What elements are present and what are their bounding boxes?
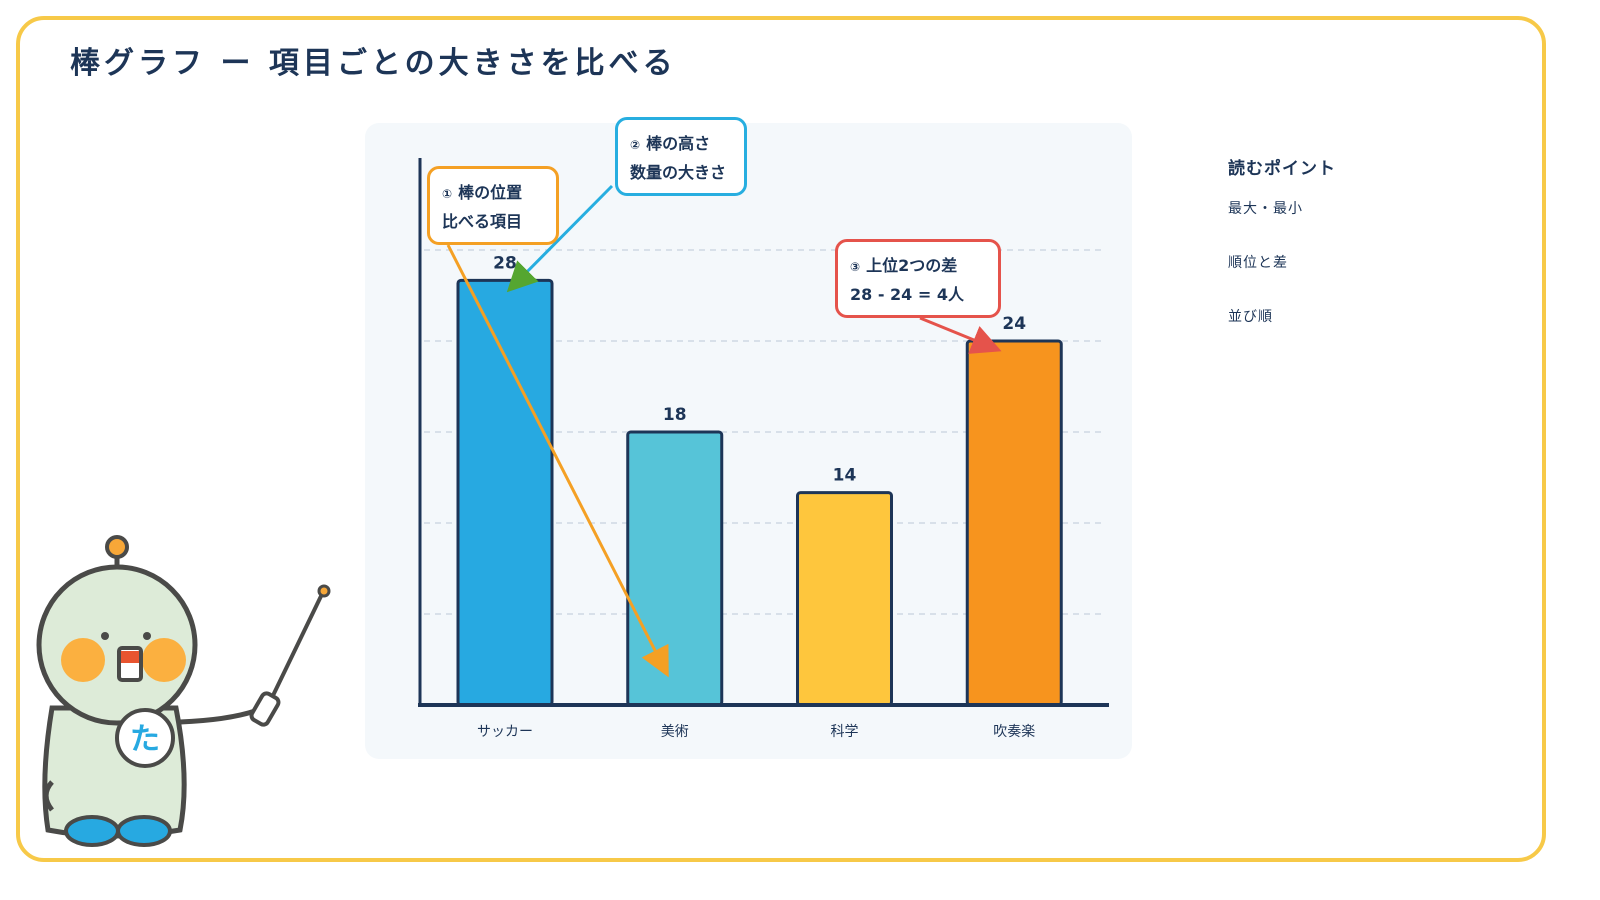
mascot-foot-right (116, 815, 172, 847)
mascot-antenna-tip (105, 535, 129, 559)
chart-value-label: 24 (1002, 314, 1026, 334)
pointer-tip (317, 584, 331, 598)
callout-2-text: 数量の大きさ (630, 163, 727, 182)
mascot-eye-left (101, 632, 109, 640)
callout-3-text: 28 - 24 = 4人 (850, 285, 964, 304)
chart-x-tick-label: 科学 (831, 724, 859, 740)
callout-2-title: 棒の高さ (646, 134, 711, 153)
reading-points: 読むポイント 最大・最小 順位と差 並び順 (1228, 154, 1336, 361)
callout-3-title: 上位2つの差 (866, 256, 958, 275)
callout-2-number: ② (630, 138, 641, 152)
callout-1-title: 棒の位置 (458, 183, 523, 202)
reading-point-item: 並び順 (1228, 309, 1273, 325)
mascot-arm-left (43, 780, 55, 812)
reading-point-item: 最大・最小 (1228, 201, 1303, 217)
chart-x-tick-label: サッカー (477, 724, 533, 740)
page-title: 棒グラフ ー 項目ごとの大きさを比べる (70, 46, 677, 81)
callout-1-text: 比べる項目 (442, 212, 523, 231)
mascot-badge-label: た (130, 722, 160, 757)
chart-value-label: 14 (833, 466, 857, 486)
robot-mascot: た (36, 535, 331, 847)
pointer-stick (264, 591, 325, 711)
mascot-cheek-left (61, 638, 105, 682)
chart-value-label: 28 (493, 253, 517, 273)
chart-x-tick-label: 美術 (661, 724, 689, 740)
callout-top-difference: ③ 上位2つの差 28 - 24 = 4人 (835, 239, 1001, 318)
chart-bar (965, 339, 1063, 707)
callout-bar-height: ② 棒の高さ 数量の大きさ (615, 117, 747, 196)
callout-1-number: ① (442, 187, 453, 201)
callout-3-number: ③ (850, 260, 861, 274)
chart-bar (626, 430, 724, 707)
mascot-hand (249, 691, 281, 727)
chart-bar (456, 278, 554, 707)
reading-point-item: 順位と差 (1228, 255, 1288, 271)
chart-x-tick-labels: サッカー 美術 科学 吹奏楽 (477, 724, 1035, 740)
callout-bar-position: ① 棒の位置 比べる項目 (427, 166, 559, 245)
mascot-eye-right (143, 632, 151, 640)
mascot-arm-right (179, 707, 259, 725)
reading-points-title: 読むポイント (1228, 159, 1336, 179)
mascot-foot-left (64, 815, 120, 847)
chart-bars (456, 278, 1063, 707)
chart-x-tick-label: 吹奏楽 (993, 724, 1035, 740)
chart-bar (796, 491, 893, 707)
mascot-head (36, 564, 198, 726)
mascot-badge (115, 708, 175, 768)
chart-value-label: 18 (663, 405, 687, 425)
mascot-cheek-right (142, 638, 186, 682)
mascot-tongue (121, 651, 139, 663)
reading-points-list: 最大・最小 順位と差 並び順 (1228, 199, 1336, 361)
